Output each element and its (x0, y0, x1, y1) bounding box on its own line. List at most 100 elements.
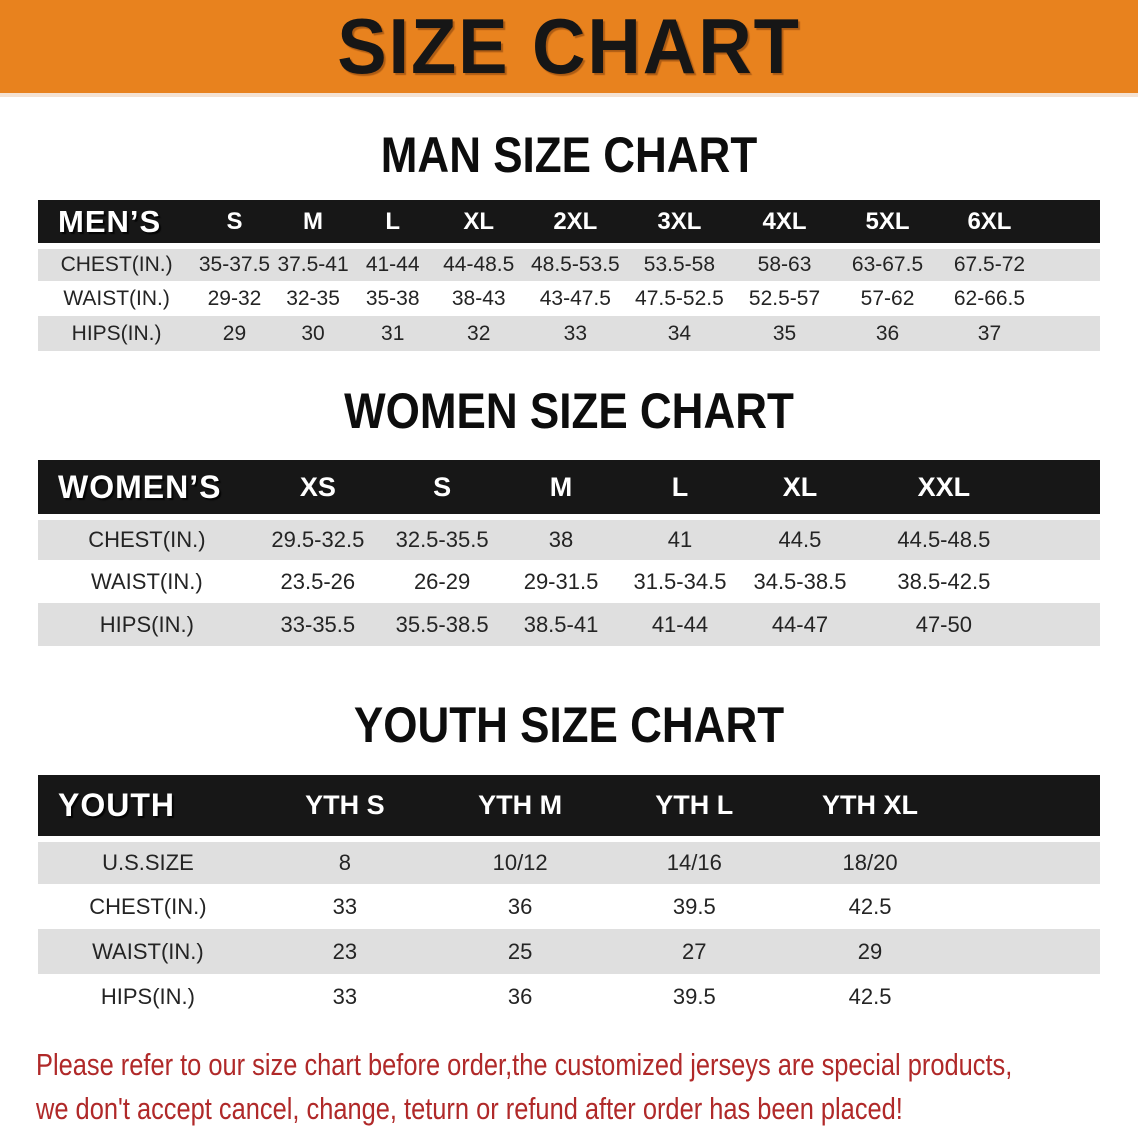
measure-row-label: CHEST(IN.) (38, 884, 258, 929)
size-value-cell: 14/16 (608, 839, 781, 884)
size-value-cell: 44-47 (742, 603, 858, 646)
size-value-cell: 35.5-38.5 (379, 603, 505, 646)
table-category-label: WOMEN’S (38, 460, 256, 520)
size-value-cell: 23 (257, 929, 432, 974)
size-value-cell: 38.5-42.5 (857, 560, 1030, 603)
size-value-cell: 39.5 (608, 884, 781, 929)
size-value-cell: 36 (431, 974, 609, 1019)
measure-row-label: HIPS(IN.) (38, 316, 196, 351)
size-chart-banner: SIZE CHART (0, 0, 1138, 97)
size-value-cell: 42.5 (780, 884, 960, 929)
row-spacer (959, 929, 1100, 974)
size-value-cell: 44.5 (742, 517, 858, 560)
size-value-cell: 58-63 (732, 246, 837, 281)
size-value-cell: 41 (617, 517, 743, 560)
men-size-table: MEN’S S M L XL 2XL 3XL 4XL 5XL 6XL CHEST(IN.) 35-37… (38, 200, 1100, 351)
size-column-header: XS (255, 460, 380, 520)
row-spacer (1040, 281, 1100, 316)
disclaimer-line-2: we don't accept cancel, change, teturn o… (36, 1091, 903, 1126)
size-value-cell: 35 (732, 316, 837, 351)
measure-row: CHEST(IN.) 29.5-32.5 32.5-35.5 38 41 44.5 44.5… (38, 517, 1100, 560)
size-value-cell: 31.5-34.5 (617, 560, 743, 603)
youth-size-table: YOUTH YTH S YTH M YTH L YTH XL U.S.SIZE 8 10/12… (38, 775, 1100, 1019)
row-spacer (1040, 246, 1100, 281)
size-header-row: MEN’S S M L XL 2XL 3XL 4XL 5XL 6XL (38, 200, 1100, 249)
size-value-cell: 30 (273, 316, 353, 351)
size-column-header: YTH L (608, 775, 781, 842)
size-column-header: YTH M (431, 775, 609, 842)
men-section-title: MAN SIZE CHART (380, 127, 758, 183)
size-value-cell: 34 (626, 316, 733, 351)
men-size-section: MAN SIZE CHART MEN’S S M L XL 2XL 3XL 4XL 5XL 6XL… (0, 126, 1138, 351)
disclaimer-text: Please refer to our size chart before or… (36, 1043, 1138, 1131)
size-value-cell: 47-50 (857, 603, 1030, 646)
size-value-cell: 32.5-35.5 (379, 517, 505, 560)
size-column-header: XL (433, 200, 525, 249)
size-column-header: 6XL (938, 200, 1041, 249)
measure-row-label: CHEST(IN.) (38, 246, 196, 281)
size-value-cell: 18/20 (780, 839, 960, 884)
measure-row: CHEST(IN.) 35-37.5 37.5-41 41-44 44-48.5 48.5… (38, 246, 1100, 281)
measure-row-label: CHEST(IN.) (38, 517, 256, 560)
size-value-cell: 23.5-26 (255, 560, 380, 603)
size-value-cell: 26-29 (379, 560, 505, 603)
measure-row: CHEST(IN.) 33 36 39.5 42.5 (38, 884, 1100, 929)
size-value-cell: 47.5-52.5 (626, 281, 733, 316)
size-value-cell: 38 (504, 517, 618, 560)
size-value-cell: 8 (257, 839, 432, 884)
size-value-cell: 35-38 (352, 281, 434, 316)
size-value-cell: 36 (836, 316, 939, 351)
size-value-cell: 29.5-32.5 (255, 517, 380, 560)
measure-row: WAIST(IN.) 29-32 32-35 35-38 38-43 43-47.5 47.… (38, 281, 1100, 316)
size-value-cell: 31 (352, 316, 434, 351)
women-section-title: WOMEN SIZE CHART (344, 383, 794, 439)
size-column-header: XL (742, 460, 858, 520)
size-value-cell: 33 (524, 316, 627, 351)
measure-row-label: WAIST(IN.) (38, 560, 256, 603)
size-value-cell: 33-35.5 (255, 603, 380, 646)
size-value-cell: 29-31.5 (504, 560, 618, 603)
size-value-cell: 67.5-72 (938, 246, 1041, 281)
size-value-cell: 57-62 (836, 281, 939, 316)
size-value-cell: 37.5-41 (273, 246, 353, 281)
size-header-row: YOUTH YTH S YTH M YTH L YTH XL (38, 775, 1100, 842)
row-spacer (959, 974, 1100, 1019)
size-value-cell: 42.5 (780, 974, 960, 1019)
size-value-cell: 29 (195, 316, 274, 351)
youth-section-title: YOUTH SIZE CHART (353, 697, 785, 753)
size-value-cell: 37 (938, 316, 1041, 351)
size-value-cell: 53.5-58 (626, 246, 733, 281)
table-category-label: MEN’S (38, 200, 196, 249)
size-value-cell: 10/12 (431, 839, 609, 884)
size-value-cell: 38.5-41 (504, 603, 618, 646)
size-value-cell: 41-44 (617, 603, 743, 646)
row-spacer (959, 884, 1100, 929)
size-column-header: 4XL (732, 200, 837, 249)
size-column-header: YTH S (257, 775, 432, 842)
size-value-cell: 44-48.5 (433, 246, 525, 281)
row-spacer (1029, 603, 1100, 646)
row-spacer (959, 839, 1100, 884)
size-value-cell: 48.5-53.5 (524, 246, 627, 281)
size-value-cell: 44.5-48.5 (857, 517, 1030, 560)
size-column-header: 5XL (836, 200, 939, 249)
measure-row: WAIST(IN.) 23 25 27 29 (38, 929, 1100, 974)
size-value-cell: 29 (780, 929, 960, 974)
size-column-header: 2XL (524, 200, 627, 249)
measure-row: HIPS(IN.) 29 30 31 32 33 34 35 36 37 (38, 316, 1100, 351)
row-spacer (1029, 517, 1100, 560)
table-category-label: YOUTH (38, 775, 258, 842)
youth-size-section: YOUTH SIZE CHART YOUTH YTH S YTH M YTH L YTH… (0, 696, 1138, 1019)
measure-row: HIPS(IN.) 33-35.5 35.5-38.5 38.5-41 41-44 44-… (38, 603, 1100, 646)
size-value-cell: 38-43 (433, 281, 525, 316)
size-header-row: WOMEN’S XS S M L XL XXL (38, 460, 1100, 520)
measure-row: U.S.SIZE 8 10/12 14/16 18/20 (38, 839, 1100, 884)
measure-row: HIPS(IN.) 33 36 39.5 42.5 (38, 974, 1100, 1019)
header-spacer (1029, 460, 1100, 520)
size-value-cell: 29-32 (195, 281, 274, 316)
size-value-cell: 52.5-57 (732, 281, 837, 316)
disclaimer-line-1: Please refer to our size chart before or… (36, 1047, 1013, 1082)
size-value-cell: 63-67.5 (836, 246, 939, 281)
women-size-table: WOMEN’S XS S M L XL XXL CHEST(IN.) 29.5-32.5 32.5… (38, 460, 1100, 646)
size-value-cell: 36 (431, 884, 609, 929)
